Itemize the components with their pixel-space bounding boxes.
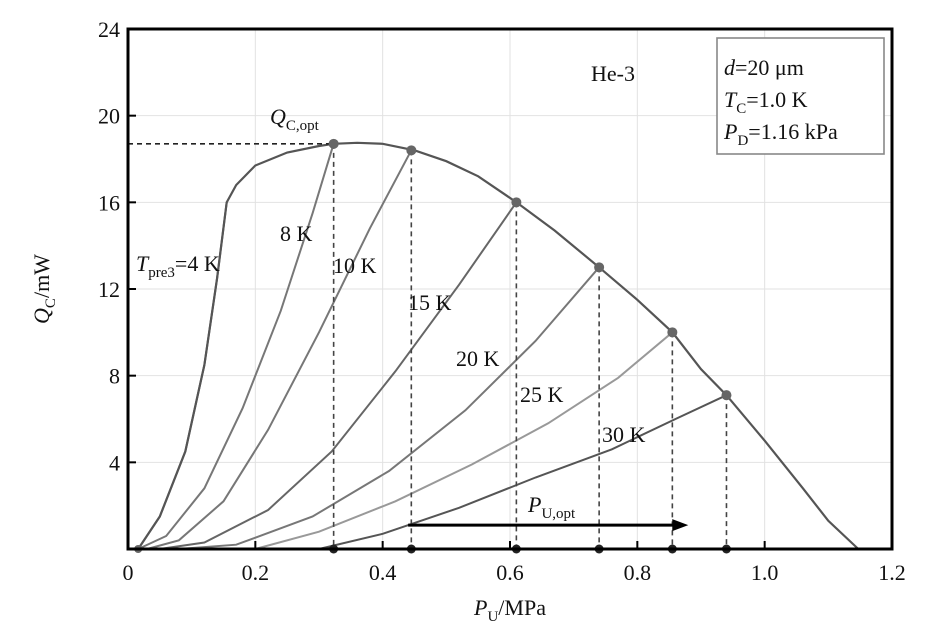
- x-tick-label: 0.6: [496, 560, 524, 585]
- series-layer: [137, 143, 727, 550]
- x-axis-title: PU/MPa: [473, 595, 546, 625]
- series-line-3: [159, 201, 518, 550]
- y-tick-label: 12: [98, 277, 120, 302]
- series-line-2: [146, 149, 413, 550]
- y-tick-label: 8: [109, 364, 120, 389]
- optimum-point: [511, 197, 522, 208]
- y-axis-title: QC/mW: [29, 254, 59, 324]
- text-labels: PU/MPa QC/mW He-3 d=20 μm TC=1.0 KPD=1.16 kP…: [29, 37, 885, 625]
- optimum-point: [594, 262, 605, 273]
- y-tick-label: 4: [109, 450, 120, 475]
- p-opt-arrow-head: [672, 519, 689, 532]
- series-line-0: [137, 202, 228, 550]
- optimum-point: [721, 390, 732, 401]
- optimum-point: [667, 327, 678, 338]
- series-line-1: [137, 143, 335, 550]
- series-line-5: [255, 331, 674, 550]
- axis-ticks: 0 0.2 0.4 0.6 0.8 1.0 1.2 4 8 12 16 20 24: [98, 17, 906, 585]
- x-tick-label: 0.4: [369, 560, 397, 585]
- series-line-6: [318, 394, 727, 550]
- series-label: Tpre3=4 K: [136, 251, 220, 281]
- optimum-point: [328, 138, 339, 149]
- x-tick-label: 0: [123, 560, 134, 585]
- legend-entry: TC=1.0 K: [724, 87, 808, 117]
- series-line-4: [178, 266, 600, 550]
- series-label: 20 K: [456, 346, 500, 371]
- q-opt-annotation: QC,opt: [270, 104, 320, 134]
- series-label: 25 K: [520, 382, 564, 407]
- series-label: 8 K: [280, 221, 313, 246]
- legend-entry: PD=1.16 kPa: [723, 119, 838, 149]
- legend-entry: d=20 μm: [724, 55, 804, 80]
- fluid-label: He-3: [591, 61, 635, 86]
- x-tick-label: 0.2: [242, 560, 270, 585]
- y-tick-label: 20: [98, 104, 120, 129]
- optimum-point: [406, 145, 417, 156]
- series-label: 30 K: [602, 422, 646, 447]
- y-tick-label: 24: [98, 17, 120, 42]
- guide-lines: [128, 143, 728, 549]
- x-tick-label: 1.0: [751, 560, 779, 585]
- x-tick-label: 1.2: [878, 560, 906, 585]
- y-tick-label: 16: [98, 190, 120, 215]
- series-label: 15 K: [408, 290, 452, 315]
- series-label: 10 K: [333, 253, 377, 278]
- p-opt-annotation: PU,opt: [527, 492, 576, 522]
- x-tick-label: 0.8: [624, 560, 652, 585]
- legend-box: [716, 37, 885, 155]
